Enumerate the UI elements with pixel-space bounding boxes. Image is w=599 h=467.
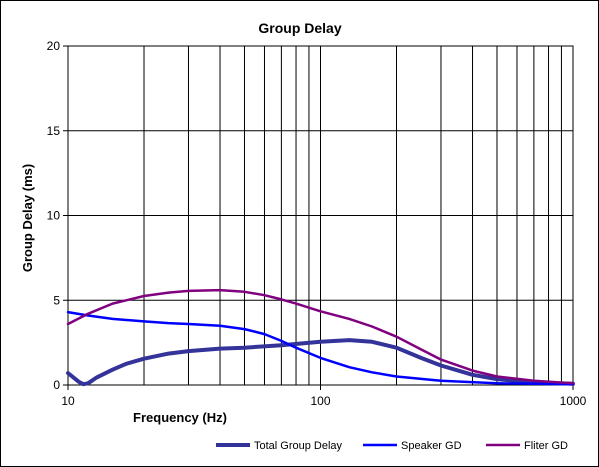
grid <box>67 45 573 386</box>
y-tick-label: 10 <box>47 209 61 223</box>
x-tick-label: 1000 <box>560 394 587 408</box>
chart-title: Group Delay <box>258 20 341 36</box>
tick-labels: 0 5 10 15 20 10 100 1000 <box>47 39 587 408</box>
legend-label: Speaker GD <box>401 440 462 452</box>
series-line <box>66 288 575 385</box>
series-line <box>66 310 575 386</box>
series-lines <box>66 288 575 387</box>
y-tick-label: 20 <box>47 39 61 53</box>
legend-label: Total Group Delay <box>254 440 343 452</box>
series-line <box>66 338 575 387</box>
y-tick-label: 0 <box>53 378 60 392</box>
x-axis-label: Frequency (Hz) <box>133 410 227 425</box>
x-tick-label: 100 <box>310 394 330 408</box>
y-tick-label: 15 <box>47 124 61 138</box>
legend: Total Group Delay Speaker GD Fliter GD <box>216 440 568 452</box>
y-axis-label: Group Delay (ms) <box>20 164 35 272</box>
y-tick-label: 5 <box>53 293 60 307</box>
legend-label: Fliter GD <box>524 440 568 452</box>
x-tick-label: 10 <box>61 394 75 408</box>
